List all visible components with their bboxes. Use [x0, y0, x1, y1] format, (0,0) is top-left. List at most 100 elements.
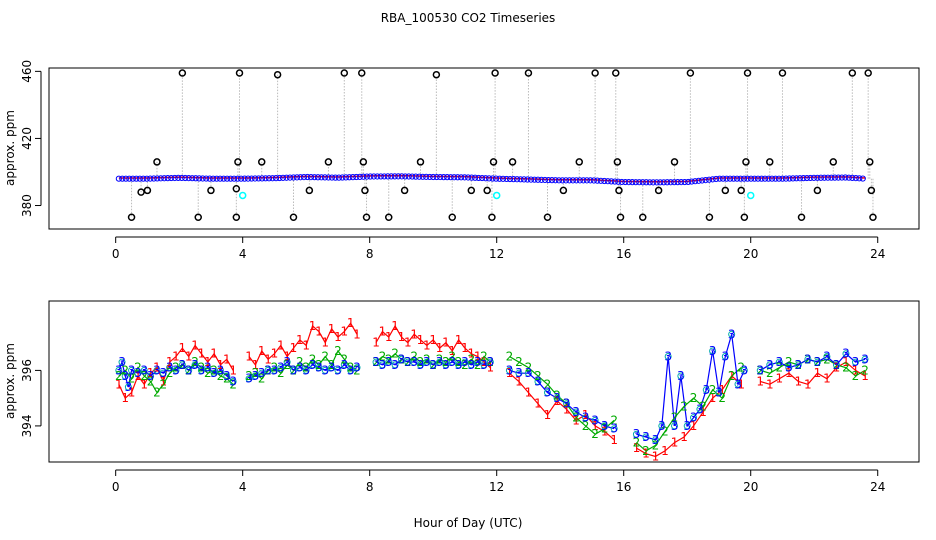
- series-3-line: [759, 352, 866, 371]
- fit-point: [534, 176, 542, 183]
- series-3-marker: 3: [264, 363, 272, 377]
- top-panel-frame: [48, 67, 920, 230]
- series-2-marker: 2: [229, 377, 237, 391]
- fit-point: [136, 175, 143, 182]
- calibration-point: [361, 186, 369, 195]
- series-3-circle: [480, 361, 488, 369]
- series-2-marker: 2: [391, 347, 399, 361]
- series-3-marker: 3: [833, 358, 841, 372]
- fit-point: [370, 173, 377, 180]
- series-3-marker: 3: [328, 361, 336, 375]
- series-3-marker: 3: [166, 361, 174, 375]
- fit-point: [360, 173, 367, 180]
- series-3-marker: 3: [140, 363, 148, 377]
- series-1-marker: 1: [842, 355, 850, 369]
- series-3-circle: [372, 358, 380, 366]
- series-3-circle: [124, 383, 132, 391]
- series-1-marker: 1: [515, 375, 523, 389]
- series-3-circle: [416, 361, 424, 369]
- series-3-marker: 3: [198, 363, 206, 377]
- series-1-marker: 1: [159, 375, 167, 389]
- series-3-marker: 3: [134, 366, 142, 380]
- series-3-marker: 3: [766, 358, 774, 372]
- series-1-marker: 1: [245, 350, 253, 364]
- series-3-circle: [658, 422, 666, 430]
- fit-point: [632, 179, 639, 186]
- fit-point: [765, 175, 772, 182]
- x-tick-label: 0: [112, 247, 120, 261]
- series-2-marker: 2: [172, 361, 180, 375]
- fit-point: [140, 175, 147, 182]
- calibration-point: [737, 186, 745, 195]
- series-3-circle: [505, 366, 513, 374]
- fit-point: [545, 176, 552, 184]
- fit-point: [381, 173, 388, 180]
- series-3-marker: 3: [721, 350, 729, 364]
- fit-point: [506, 175, 514, 183]
- series-3-circle: [813, 358, 821, 366]
- series-2-marker: 2: [690, 391, 698, 405]
- fit-point: [224, 175, 231, 182]
- series-3-circle: [166, 364, 174, 372]
- series-2-marker: 2: [121, 363, 129, 377]
- series-3-circle: [245, 375, 253, 383]
- series-3-circle: [340, 361, 348, 369]
- fit-point: [293, 174, 301, 181]
- series-1-marker: 1: [264, 352, 272, 366]
- series-1-marker: 1: [553, 394, 561, 408]
- fit-point: [161, 175, 168, 182]
- series-3-marker: 3: [153, 363, 161, 377]
- series-2-marker: 2: [147, 375, 155, 389]
- series-2-marker: 2: [633, 436, 641, 450]
- series-1-marker: 1: [372, 336, 380, 350]
- series-1-marker: 1: [795, 375, 803, 389]
- series-1-marker: 1: [861, 369, 869, 383]
- series-1-marker: 1: [442, 336, 450, 350]
- series-1-marker: 1: [166, 355, 174, 369]
- fit-point: [716, 175, 723, 182]
- fit-point: [856, 175, 863, 182]
- fit-point: [629, 179, 636, 186]
- series-2-marker: 2: [198, 361, 206, 375]
- calibration-point: [613, 158, 622, 166]
- series-1-marker: 1: [398, 330, 406, 344]
- series-2-marker: 2: [140, 369, 148, 383]
- series-2-marker: 2: [661, 424, 669, 438]
- series-2-marker: 2: [385, 352, 393, 366]
- series-1-marker: 1: [277, 338, 285, 352]
- fit-point: [817, 174, 824, 181]
- series-2-marker: 2: [487, 355, 495, 369]
- series-1-marker: 1: [671, 436, 679, 450]
- series-3-marker: 3: [652, 433, 660, 447]
- series-2-marker: 2: [340, 352, 348, 366]
- series-2-marker: 2: [115, 369, 123, 383]
- series-1-marker: 1: [210, 347, 218, 361]
- series-3-circle: [423, 358, 431, 366]
- series-2-marker: 2: [553, 388, 561, 402]
- calibration-point: [207, 186, 215, 195]
- fit-point: [244, 175, 252, 182]
- fit-point: [692, 178, 699, 185]
- series-3-marker: 3: [553, 391, 561, 405]
- series-3-circle: [251, 372, 259, 380]
- calibration-point: [766, 158, 774, 166]
- calibration-point: [232, 185, 241, 193]
- series-3-circle: [766, 361, 774, 369]
- fit-point: [800, 175, 807, 182]
- series-3-marker: 3: [715, 386, 723, 400]
- fit-point: [241, 175, 248, 182]
- series-2-marker: 2: [534, 369, 542, 383]
- series-3-marker: 3: [309, 358, 317, 372]
- series-2-marker: 2: [223, 372, 231, 386]
- series-3-marker: 3: [302, 363, 310, 377]
- chart-title: RBA_100530 CO2 Timeseries: [381, 11, 556, 25]
- fit-point: [234, 175, 241, 182]
- series-3-circle: [397, 355, 405, 363]
- series-3-marker: 3: [842, 347, 850, 361]
- fit-point: [594, 177, 601, 184]
- fit-point: [189, 175, 196, 182]
- series-3-circle: [544, 389, 552, 397]
- series-3-circle: [302, 366, 310, 374]
- series-2-marker: 2: [709, 383, 717, 397]
- series-2-marker: 2: [185, 363, 193, 377]
